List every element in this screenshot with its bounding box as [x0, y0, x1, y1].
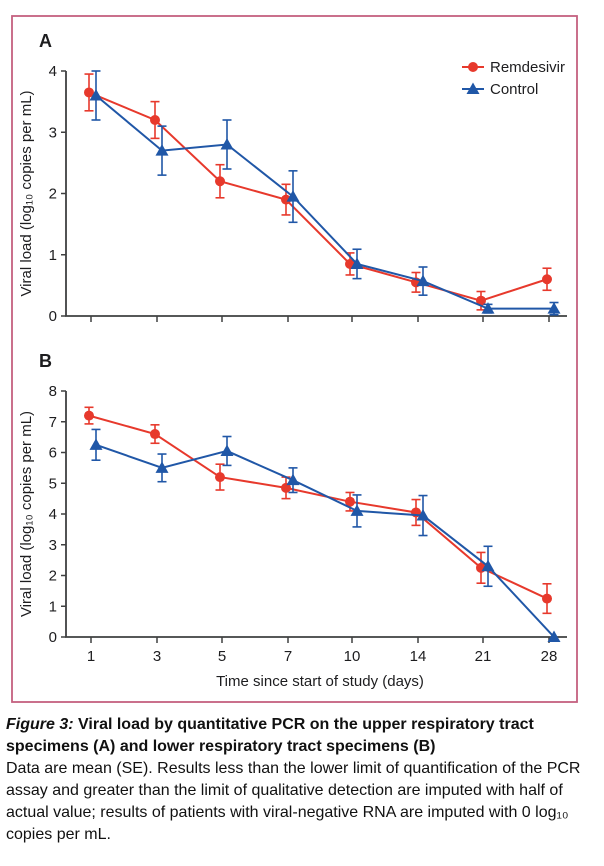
x-tick-label: 28: [541, 648, 558, 665]
data-point-triangle: [416, 274, 430, 287]
panel-b: B 0 1 2 3 4 5 6 7 8 Viral load (log₁₀ copies per m…: [18, 351, 567, 690]
data-point-circle: [542, 593, 552, 604]
x-tick-label: 14: [410, 648, 427, 665]
data-point-triangle: [155, 461, 169, 473]
figure-border: [11, 15, 578, 703]
y-tick-label: 0: [49, 629, 57, 646]
series-line: [88, 91, 548, 302]
y-tick-label: 7: [49, 414, 57, 431]
y-tick-label: 3: [49, 124, 57, 141]
y-tick-label: 4: [49, 506, 57, 523]
figure-caption: Figure 3: Viral load by quantitative PCR…: [6, 714, 598, 846]
x-tick-label: 7: [284, 648, 292, 665]
data-point-triangle: [220, 138, 234, 150]
series-line: [88, 414, 548, 600]
y-tick-label: 6: [49, 445, 57, 462]
x-tick-label: 10: [344, 648, 361, 665]
x-tick-label: 3: [153, 648, 161, 665]
caption-title-text: Viral load by quantitative PCR on the up…: [6, 716, 534, 755]
data-point-triangle: [481, 559, 495, 572]
legend-label: Remdesivir: [490, 59, 565, 76]
figure-chart-svg: A 0 1 2 3 4 Viral load (log₁₀ copies per mL) Re…: [11, 15, 578, 703]
x-axis-title: Time since start of study (days): [216, 673, 424, 690]
data-point-triangle: [220, 444, 234, 456]
legend-item-remdesivir: Remdesivir: [462, 59, 565, 76]
series-remdesivir: [84, 73, 552, 311]
data-point-triangle: [286, 473, 300, 486]
data-point-circle: [542, 274, 552, 285]
data-point-circle: [150, 429, 160, 440]
data-point-triangle: [155, 144, 169, 156]
figure-number: Figure 3:: [6, 716, 74, 733]
data-point-triangle: [547, 302, 561, 314]
y-tick-label: 1: [49, 247, 57, 264]
series-line: [95, 94, 554, 310]
data-point-triangle: [481, 302, 495, 314]
y-tick-label: 1: [49, 598, 57, 615]
data-point-circle: [215, 176, 225, 187]
y-axis-title: Viral load (log₁₀ copies per mL): [18, 411, 35, 617]
y-tick-label: 0: [49, 308, 57, 325]
data-point-triangle: [547, 630, 561, 642]
data-point-triangle: [89, 89, 103, 101]
y-tick-label: 5: [49, 475, 57, 492]
y-tick-label: 2: [49, 186, 57, 203]
data-point-circle: [345, 496, 355, 507]
data-point-triangle: [286, 190, 300, 202]
legend-circle-icon: [468, 62, 478, 72]
y-tick-label: 2: [49, 568, 57, 585]
panel-label-b: B: [39, 351, 52, 371]
panel-label-a: A: [39, 31, 52, 51]
legend-item-control: Control: [462, 81, 538, 98]
axis-lines: [65, 71, 567, 317]
data-point-circle: [84, 87, 94, 98]
data-point-circle: [215, 472, 225, 483]
series-remdesivir: [84, 406, 552, 615]
y-tick-label: 8: [49, 383, 57, 400]
x-tick-label: 21: [475, 648, 492, 665]
data-point-circle: [281, 482, 291, 493]
data-point-triangle: [350, 257, 364, 269]
data-point-triangle: [416, 509, 430, 521]
y-tick-label: 3: [49, 537, 57, 554]
data-point-circle: [476, 295, 486, 306]
y-axis-title: Viral load (log₁₀ copies per mL): [18, 90, 35, 296]
caption-title: Figure 3: Viral load by quantitative PCR…: [6, 714, 598, 758]
caption-body: Data are mean (SE). Results less than th…: [6, 760, 581, 843]
axis-lines: [65, 391, 567, 638]
x-tick-label: 1: [87, 648, 95, 665]
data-point-circle: [281, 194, 291, 205]
data-point-triangle: [350, 504, 364, 516]
legend-triangle-icon: [466, 82, 480, 94]
series-control: [89, 428, 561, 642]
data-point-circle: [84, 410, 94, 421]
x-tick-label: 5: [218, 648, 226, 665]
legend-label: Control: [490, 81, 538, 98]
data-point-triangle: [89, 438, 103, 450]
series-line: [95, 443, 555, 638]
series-control: [89, 70, 561, 316]
y-tick-label: 4: [49, 63, 57, 80]
data-point-circle: [150, 115, 160, 125]
panel-a: A 0 1 2 3 4 Viral load (log₁₀ copies per mL) Re…: [18, 31, 567, 325]
